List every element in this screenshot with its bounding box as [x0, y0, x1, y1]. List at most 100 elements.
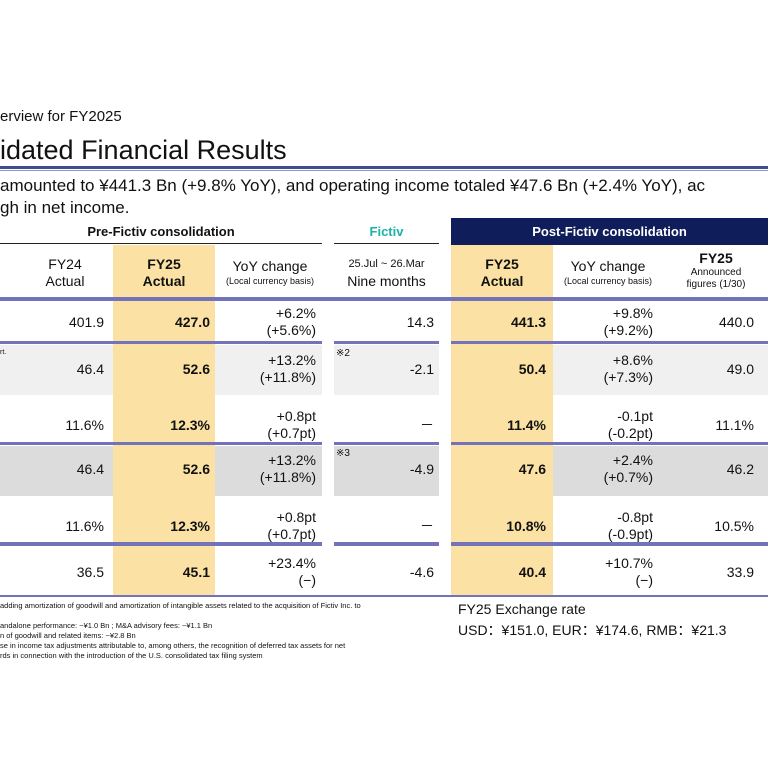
post-fy25-header-bg [451, 245, 553, 297]
cell-post-yoy: +2.4% (+0.7%) [553, 452, 653, 486]
band-rule-4 [0, 542, 768, 546]
title-rule [0, 166, 768, 169]
cell-yoy: +23.4% (−) [216, 555, 316, 589]
cell-post-yoy-local: (+7.3%) [603, 369, 653, 385]
exchange-rate-values: USD：¥151.0, EUR：¥174.6, RMB：¥21.3 [458, 622, 727, 638]
col-announced: FY25 Announced figures (1/30) [664, 250, 768, 291]
cell-yoy-value: +23.4% [268, 555, 316, 571]
col-fy24-l1: FY24 [48, 256, 82, 272]
cell-fictiv: － [420, 518, 434, 534]
band-over-fy25-3 [113, 542, 215, 546]
cell-fictiv: -2.1 [409, 361, 434, 377]
cell-post-yoy: +10.7% (−) [553, 555, 653, 589]
col-fictiv-period: 25.Jul ~ 26.Mar Nine months [334, 256, 439, 290]
cell-fy25: 12.3% [170, 518, 210, 534]
cell-yoy: +13.2% (+11.8%) [216, 352, 316, 386]
col-fy24: FY24 Actual [35, 256, 95, 290]
cell-yoy-local: (+0.7pt) [267, 425, 316, 441]
col-post-yoy: YoY change (Local currency basis) [553, 258, 663, 287]
cell-fictiv: -4.6 [409, 564, 434, 580]
cell-fy25: 12.3% [170, 417, 210, 433]
cell-yoy: +6.2% (+5.6%) [216, 305, 316, 339]
cell-yoy-value: +0.8pt [276, 408, 316, 424]
cell-announced: 11.1% [715, 417, 754, 433]
group-fictiv-rule [334, 243, 439, 244]
footnote-4: se in income tax adjustments attributabl… [0, 641, 346, 650]
cell-yoy-value: +0.8pt [276, 509, 316, 525]
cell-announced: 440.0 [718, 314, 754, 330]
cell-yoy-value: +6.2% [275, 305, 316, 321]
col-yoy-l2: (Local currency basis) [225, 276, 315, 286]
col-fy25-l1: FY25 [147, 256, 181, 272]
cell-fy25: 52.6 [182, 461, 210, 477]
cell-post-yoy: -0.8pt (-0.9pt) [553, 509, 653, 543]
footnote-5: rds in connection with the introduction … [0, 651, 263, 660]
cell-post-yoy-value: +8.6% [612, 352, 653, 368]
cell-post-fy25: 47.6 [518, 461, 546, 477]
col-post-fy25-l1: FY25 [485, 256, 519, 272]
cell-fictiv: － [420, 417, 434, 433]
cell-yoy-local: (+0.7pt) [267, 526, 316, 542]
cell-yoy-local: (+5.6%) [266, 322, 316, 338]
lead-line-2: gh in net income. [0, 198, 130, 217]
cell-yoy-value: +13.2% [268, 452, 316, 468]
group-post-fictiv: Post-Fictiv consolidation [532, 224, 687, 239]
band-rule-1 [0, 297, 768, 301]
table-bottom-rule [0, 595, 768, 597]
exchange-rate-title: FY25 Exchange rate [458, 601, 586, 617]
cell-fy24: 46.4 [76, 361, 104, 377]
cell-fy24: 401.9 [68, 314, 104, 330]
col-fictiv-l2: Nine months [347, 273, 426, 289]
cell-post-fy25: 11.4% [507, 417, 546, 433]
cell-post-yoy-local: (-0.9pt) [607, 526, 653, 542]
footnote-2: andalone performance: ~¥1.0 Bn ; M&A adv… [0, 621, 213, 630]
cell-post-yoy-value: +9.8% [612, 305, 653, 321]
band-over-post-3 [451, 542, 553, 546]
band-rule-3 [0, 442, 768, 445]
cell-yoy-value: +13.2% [268, 352, 316, 368]
cell-post-yoy-local: (-0.2pt) [607, 425, 653, 441]
cell-fy25: 45.1 [182, 564, 210, 580]
cell-fy24: 11.6% [65, 417, 104, 433]
col-yoy: YoY change (Local currency basis) [216, 258, 324, 287]
cell-yoy: +0.8pt (+0.7pt) [216, 408, 316, 442]
footnote-1: adding amortization of goodwill and amor… [0, 601, 361, 610]
cell-fy25: 427.0 [174, 314, 210, 330]
col-post-fy25: FY25 Actual [451, 256, 553, 290]
cell-announced: 49.0 [726, 361, 754, 377]
col-fictiv-l1: 25.Jul ~ 26.Mar [348, 258, 425, 270]
cell-post-fy25: 10.8% [506, 518, 546, 534]
cell-post-yoy: +9.8% (+9.2%) [553, 305, 653, 339]
cell-fy24: 11.6% [65, 518, 104, 534]
cell-fictiv: 14.3 [406, 314, 434, 330]
cell-post-yoy: -0.1pt (-0.2pt) [553, 408, 653, 442]
cell-post-yoy-local: (+0.7%) [603, 469, 653, 485]
title-rule-thin [0, 170, 768, 171]
cell-yoy-local: (−) [298, 572, 317, 588]
footnote-marker: ※2 [336, 348, 350, 359]
cell-fy24: 46.4 [76, 461, 104, 477]
cell-post-fy25: 40.4 [518, 564, 546, 580]
fy25-col-bg [113, 301, 215, 595]
band-over-post-2 [451, 442, 553, 445]
cell-yoy: +0.8pt (+0.7pt) [216, 509, 316, 543]
cell-yoy-local: (+11.8%) [259, 469, 316, 485]
gutter-1 [322, 301, 334, 595]
cell-post-yoy-value: -0.1pt [617, 408, 653, 424]
col-fy25-l2: Actual [142, 273, 186, 289]
cell-post-yoy-value: -0.8pt [617, 509, 653, 525]
cell-yoy-local: (+11.8%) [259, 369, 316, 385]
cell-post-yoy-value: +2.4% [612, 452, 653, 468]
col-fy25: FY25 Actual [113, 256, 215, 290]
footnote-marker: ※3 [336, 448, 350, 459]
band-rule-2 [0, 341, 768, 344]
band-over-post-1 [451, 341, 553, 344]
col-post-fy25-l2: Actual [480, 273, 524, 289]
col-post-yoy-l2: (Local currency basis) [563, 276, 653, 286]
lead-text: amounted to ¥441.3 Bn (+9.8% YoY), and o… [0, 175, 768, 219]
section-subtitle: erview for FY2025 [0, 108, 122, 125]
post-fy25-col-bg [451, 301, 553, 595]
group-pre-rule [0, 243, 322, 244]
fy25-header-bg [113, 245, 215, 297]
col-announced-l3: figures (1/30) [686, 279, 746, 290]
